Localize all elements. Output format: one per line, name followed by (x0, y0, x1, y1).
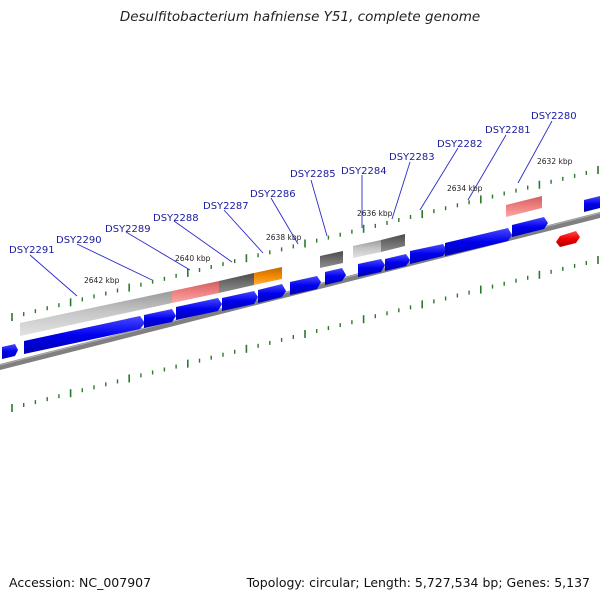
kbp-label: 2640 kbp (175, 254, 211, 263)
gene-label-dsy2283[interactable]: DSY2283 (389, 152, 435, 163)
kbp-label: 2634 kbp (447, 184, 483, 193)
gene-label-dsy2281[interactable]: DSY2281 (485, 125, 531, 136)
cds-arrow[interactable] (24, 316, 145, 354)
feature-light-gray[interactable] (20, 291, 172, 336)
cds-arrow[interactable] (385, 254, 410, 271)
feature-dark-gray[interactable] (219, 273, 254, 293)
gene-label-dsy2285[interactable]: DSY2285 (290, 169, 336, 180)
label-leaders (29, 120, 553, 297)
gene-label-dsy2289[interactable]: DSY2289 (105, 224, 151, 235)
gene-label-dsy2287[interactable]: DSY2287 (203, 201, 249, 212)
cds-arrow[interactable] (290, 276, 321, 295)
kbp-label: 2642 kbp (84, 276, 120, 285)
accession-text: Accession: NC_007907 (9, 575, 152, 590)
gene-label-dsy2282[interactable]: DSY2282 (437, 139, 483, 150)
cds-arrow-highlighted[interactable] (556, 231, 580, 247)
feature-pink[interactable] (172, 281, 219, 303)
kbp-label: 2632 kbp (537, 157, 573, 166)
feature-dark-gray[interactable] (320, 251, 343, 268)
cds-arrow[interactable] (512, 217, 548, 237)
cds-arrow[interactable] (2, 344, 18, 359)
cds-arrow[interactable] (176, 298, 222, 320)
gene-label-dsy2288[interactable]: DSY2288 (153, 213, 199, 224)
feature-track (20, 196, 542, 336)
cds-arrow[interactable] (584, 196, 600, 212)
gene-label-dsy2280[interactable]: DSY2280 (531, 111, 577, 122)
gene-label-dsy2291[interactable]: DSY2291 (9, 245, 55, 256)
gene-label-dsy2286[interactable]: DSY2286 (250, 189, 296, 200)
map-title: Desulfitobacterium hafniense Y51, comple… (119, 9, 481, 25)
bottom-tick-row (11, 256, 599, 412)
cds-arrow[interactable] (144, 309, 176, 328)
gene-label-dsy2284[interactable]: DSY2284 (341, 166, 387, 177)
feature-dark-gray[interactable] (381, 234, 405, 252)
top-tick-row (11, 166, 599, 321)
cds-arrow[interactable] (325, 268, 346, 285)
kbp-labels: 2642 kbp 2640 kbp 2638 kbp 2636 kbp 2634… (84, 157, 573, 285)
feature-light-gray[interactable] (353, 240, 381, 258)
cds-track (2, 196, 600, 359)
genome-summary-text: Topology: circular; Length: 5,727,534 bp… (246, 575, 590, 590)
gene-label-dsy2290[interactable]: DSY2290 (56, 235, 102, 246)
cds-arrow[interactable] (358, 259, 385, 277)
gene-labels: DSY2291 DSY2290 DSY2289 DSY2288 DSY2287 … (9, 111, 577, 256)
cds-arrow[interactable] (222, 291, 258, 311)
cds-arrow[interactable] (445, 228, 512, 256)
cds-arrow[interactable] (258, 284, 286, 303)
kbp-label: 2636 kbp (357, 209, 393, 218)
feature-orange[interactable] (254, 267, 282, 285)
cds-arrow[interactable] (410, 244, 447, 264)
feature-pink[interactable] (506, 196, 542, 217)
kbp-label: 2638 kbp (266, 233, 302, 242)
